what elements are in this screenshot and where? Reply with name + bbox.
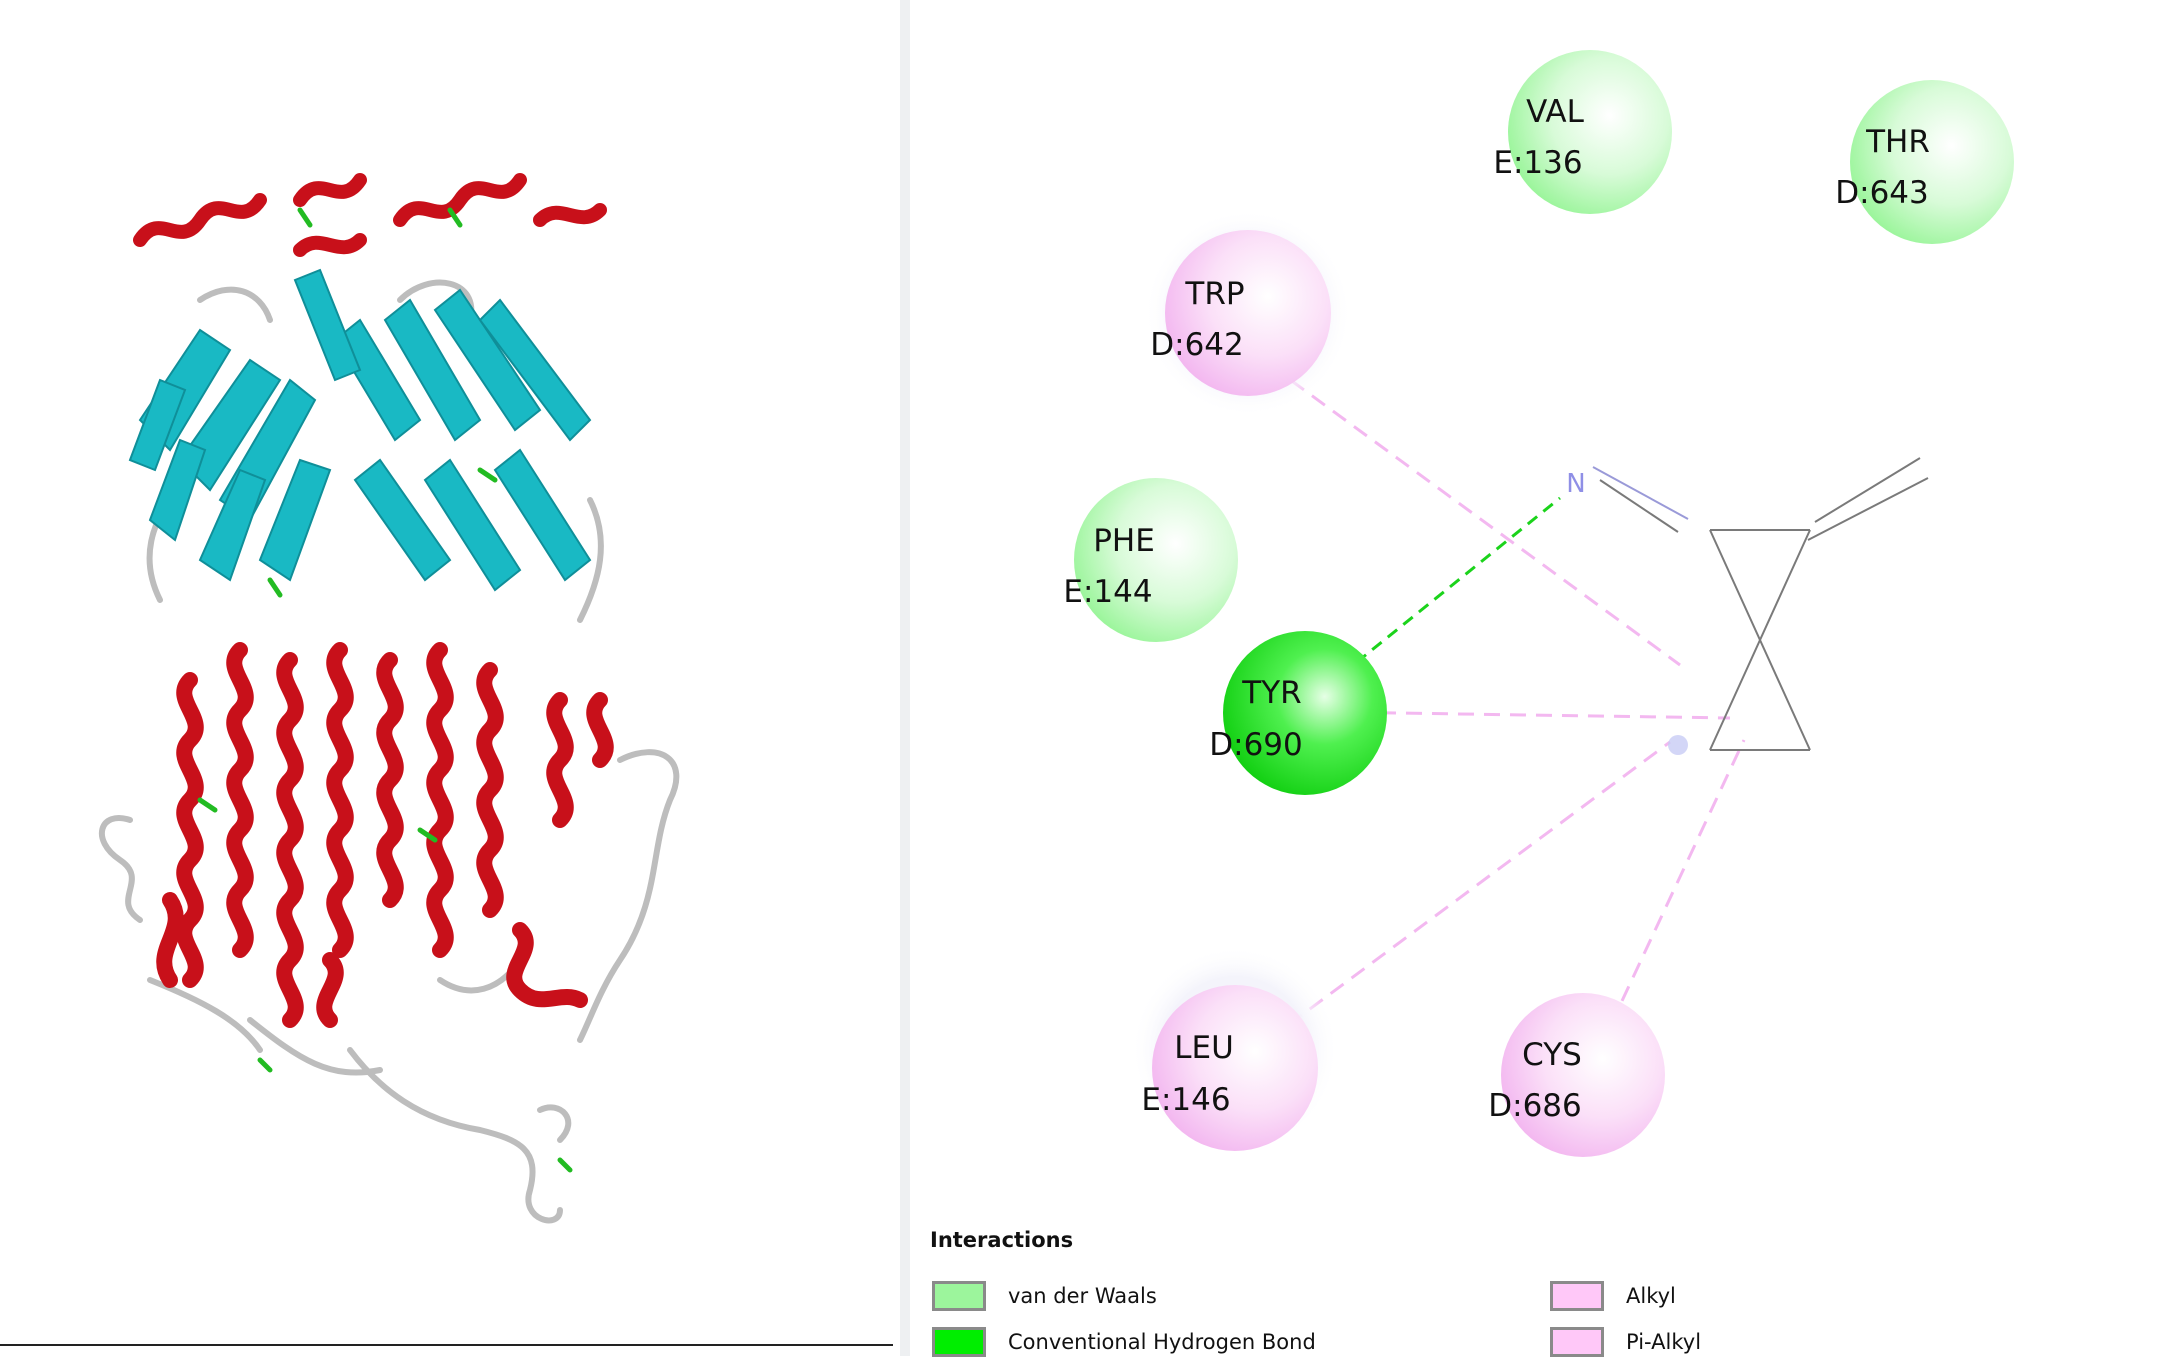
beta-sheet-domain [128, 268, 592, 592]
pi-alkyl-line-leu [1267, 740, 1671, 1042]
legend-swatch [932, 1327, 986, 1357]
top-helices [133, 173, 607, 257]
residue-chain-id: D:690 [1209, 727, 1302, 763]
transmembrane-helices [156, 642, 614, 1028]
residue-chain-id: D:686 [1488, 1088, 1581, 1124]
interaction-diagram: N VAL E:136 THR D:643 TRP D:642 PHE E:14… [910, 0, 2160, 1357]
residue-chain-id: E:136 [1493, 145, 1582, 181]
residue-alkyl-trp: TRP D:642 [1144, 209, 1352, 417]
residue-alkyl-cys: CYS D:686 [1488, 993, 1665, 1157]
residue-chain-id: E:146 [1141, 1082, 1230, 1118]
alkyl-line-trp [1269, 363, 1681, 667]
residue-name: CYS [1522, 1037, 1582, 1073]
residue-name: PHE [1093, 523, 1155, 559]
interaction-lines [1267, 363, 1746, 1049]
legend-item-alkyl: Alkyl [1550, 1278, 1676, 1314]
legend-label: Conventional Hydrogen Bond [1008, 1330, 1316, 1354]
residue-chain-id: D:642 [1150, 327, 1243, 363]
residue-chain-id: E:144 [1063, 574, 1152, 610]
coil-loops [98, 279, 680, 1224]
residue-name: TYR [1241, 675, 1301, 711]
residue-chain-id: D:643 [1835, 175, 1928, 211]
alkyl-line-tyr [1327, 710, 1731, 720]
interaction-diagram-canvas: N VAL E:136 THR D:643 TRP D:642 PHE E:14… [1063, 50, 2014, 1157]
residue-name: VAL [1526, 94, 1584, 130]
residue-vdw-val: VAL E:136 [1493, 50, 1672, 214]
bottom-rule [0, 1344, 893, 1346]
legend-swatch [1550, 1327, 1604, 1357]
legend-item-van-der-waals: van der Waals [932, 1278, 1157, 1314]
residue-name: THR [1865, 124, 1930, 160]
legend-label: van der Waals [1008, 1284, 1157, 1308]
residue-vdw-phe: PHE E:144 [1063, 478, 1238, 642]
ligand-pi-center-marker [1668, 735, 1688, 755]
residue-hbond-tyr: TYR D:690 [1209, 631, 1387, 795]
residue-name: LEU [1174, 1030, 1234, 1066]
turn-segments [197, 207, 573, 1173]
legend-label: Alkyl [1626, 1284, 1676, 1308]
legend-item-conventional-hydrogen-bond: Conventional Hydrogen Bond [932, 1324, 1316, 1360]
legend-swatch [932, 1281, 986, 1311]
legend-item-pi-alkyl: Pi-Alkyl [1550, 1324, 1701, 1360]
ligand-structure [1592, 457, 1929, 755]
residue-vdw-thr: THR D:643 [1835, 80, 2014, 244]
protein-ribbon-image [98, 173, 680, 1224]
legend-title: Interactions [930, 1228, 1074, 1252]
panel-divider [900, 0, 910, 1356]
alkyl-line-cys [1598, 739, 1746, 1049]
hydrogen-bond-line-tyr [1309, 496, 1561, 702]
ligand-nitrogen-label: N [1566, 469, 1585, 499]
residue-name: TRP [1184, 276, 1244, 312]
residue-pi-alkyl-leu: LEU E:146 [1131, 946, 1339, 1154]
legend-label: Pi-Alkyl [1626, 1330, 1702, 1354]
protein-structure-view [0, 0, 900, 1356]
legend-swatch [1550, 1281, 1604, 1311]
